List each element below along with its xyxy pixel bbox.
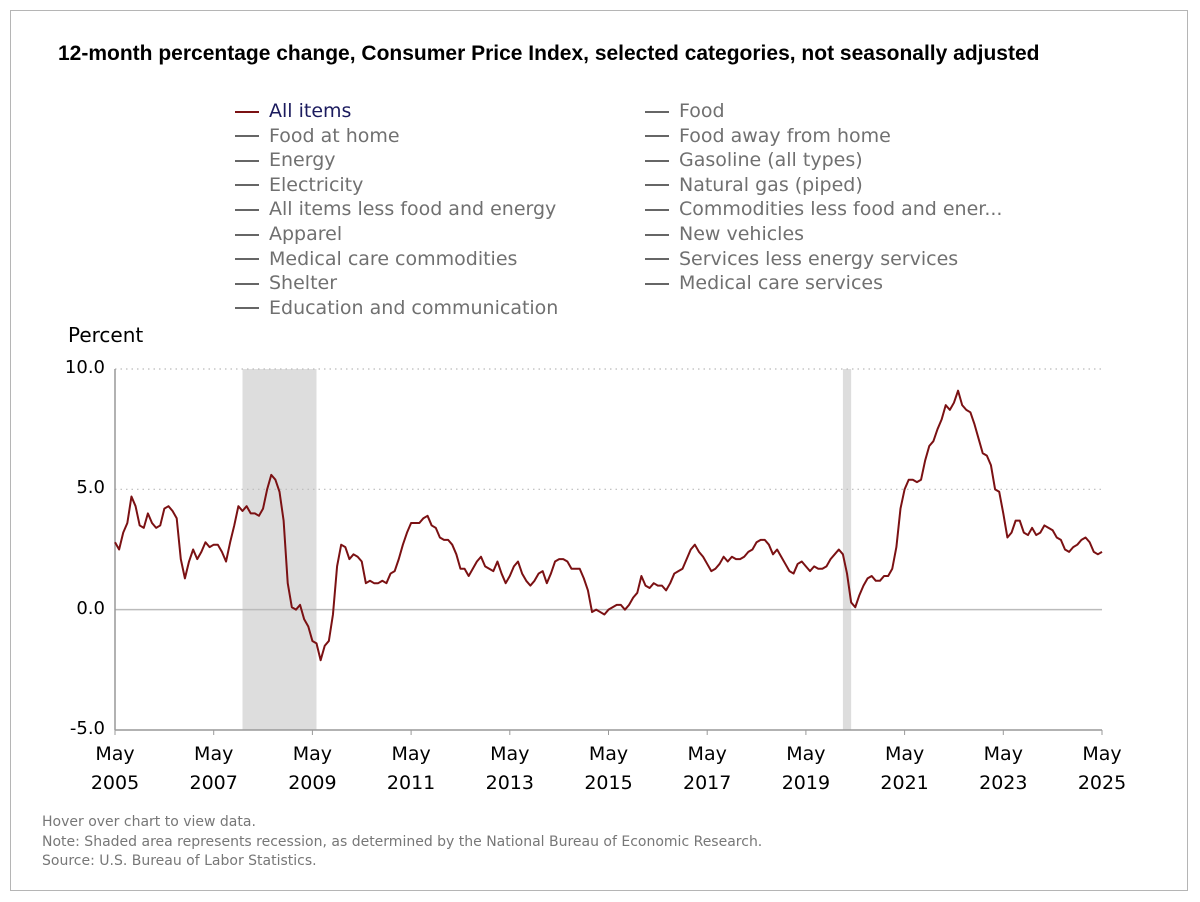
legend-label: Food (679, 100, 725, 122)
legend-label: Education and communication (269, 296, 559, 319)
legend-item[interactable]: Food away from home (645, 124, 891, 148)
legend-label: Food away from home (679, 124, 891, 147)
legend-item[interactable]: New vehicles (645, 222, 804, 246)
x-tick-label: May 2025 (1077, 743, 1127, 794)
legend-item[interactable]: Medical care services (645, 271, 883, 295)
legend-item[interactable]: Gasoline (all types) (645, 148, 863, 172)
legend-label: Services less energy services (679, 247, 959, 270)
legend-label: All items less food and energy (269, 198, 557, 221)
legend-swatch (645, 135, 669, 138)
legend-label: Commodities less food and ener... (679, 198, 1003, 221)
note: Note: Shaded area represents recession, … (42, 833, 763, 850)
legend-item[interactable]: Education and communication (235, 296, 558, 320)
recession-band (842, 369, 852, 730)
legend-label: All items (269, 100, 352, 122)
y-tick-label: 5.0 (76, 477, 105, 499)
legend-label: New vehicles (679, 223, 805, 245)
legend-swatch (645, 208, 669, 211)
legend-label: Apparel (269, 223, 343, 245)
legend-swatch (235, 258, 259, 261)
legend-label: Gasoline (all types) (679, 149, 863, 172)
legend-item[interactable]: Apparel (235, 222, 342, 246)
legend-swatch (235, 159, 259, 162)
y-tick-label: 0.0 (76, 597, 105, 619)
legend-item[interactable]: Electricity (235, 173, 363, 197)
recession-band (242, 369, 317, 730)
legend-label: Medical care services (679, 272, 883, 295)
legend-swatch (235, 233, 259, 236)
legend-item[interactable]: Energy (235, 148, 336, 172)
legend-swatch (645, 282, 669, 285)
legend-label: Electricity (269, 173, 364, 196)
chart-title: 12-month percentage change, Consumer Pri… (58, 42, 1040, 65)
legend-swatch (645, 110, 669, 113)
legend-swatch (235, 282, 259, 285)
y-axis-label: Percent (68, 323, 144, 347)
legend-item[interactable]: Shelter (235, 271, 337, 295)
legend-item[interactable]: Natural gas (piped) (645, 173, 863, 197)
legend-item[interactable]: Food at home (235, 124, 400, 148)
series-line (114, 389, 1103, 662)
legend-swatch (235, 208, 259, 211)
legend-swatch (235, 110, 259, 113)
legend-item[interactable]: Commodities less food and ener... (645, 197, 1002, 221)
legend-swatch (645, 233, 669, 236)
legend-item[interactable]: All items less food and energy (235, 197, 556, 221)
legend-label: Natural gas (piped) (679, 173, 863, 196)
note: Hover over chart to view data. (42, 814, 256, 830)
x-tick-label: May 2019 (781, 743, 831, 794)
legend-label: Medical care commodities (269, 247, 518, 270)
legend-swatch (235, 307, 259, 310)
legend-item[interactable]: Medical care commodities (235, 247, 517, 271)
legend-item[interactable]: Food (645, 99, 725, 123)
x-tick-label: May 2017 (683, 743, 732, 794)
legend-swatch (235, 135, 259, 138)
y-tick-label: -5.0 (69, 718, 105, 739)
legend-item[interactable]: All items (235, 99, 351, 123)
x-tick-label: May 2023 (979, 743, 1028, 794)
x-tick-label: May 2015 (584, 743, 633, 794)
legend-swatch (235, 184, 259, 187)
legend-label: Shelter (269, 272, 338, 295)
frame (10, 10, 1188, 891)
note: Source: U.S. Bureau of Labor Statistics. (42, 853, 317, 869)
legend-swatch (645, 184, 669, 187)
x-tick-label: May 2005 (90, 743, 140, 794)
x-tick-label: May 2009 (288, 743, 337, 794)
x-tick-label: May 2021 (880, 743, 929, 794)
x-tick-label: May 2011 (386, 743, 436, 794)
legend-label: Food at home (269, 124, 400, 147)
y-tick-label: 10.0 (64, 357, 105, 378)
legend-item[interactable]: Services less energy services (645, 247, 958, 271)
legend-label: Energy (269, 149, 336, 172)
legend-swatch (645, 258, 669, 261)
legend-swatch (645, 159, 669, 162)
x-tick-label: May 2007 (189, 743, 238, 794)
x-tick-label: May 2013 (485, 743, 534, 794)
